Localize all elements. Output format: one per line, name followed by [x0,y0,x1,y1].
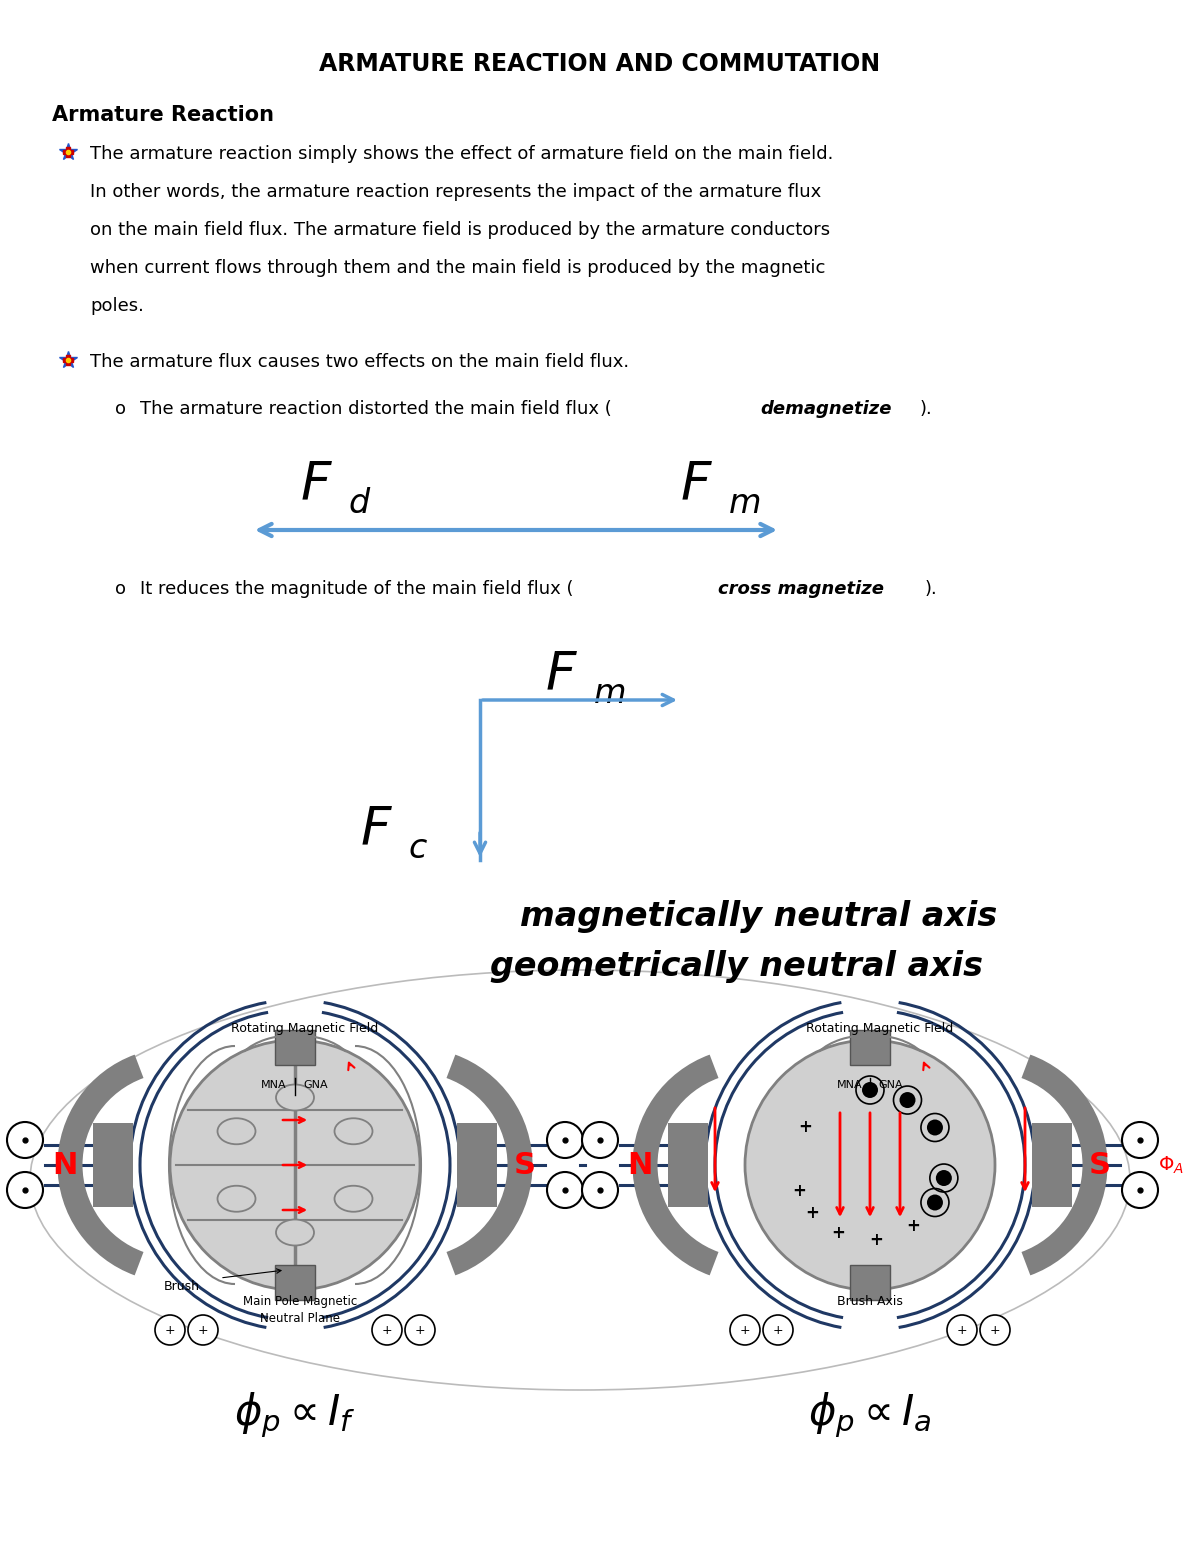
Circle shape [1122,1173,1158,1208]
Text: o: o [115,401,126,418]
Ellipse shape [276,1219,314,1246]
Circle shape [926,1120,943,1135]
Text: $\Phi_A$: $\Phi_A$ [1158,1154,1183,1176]
Circle shape [763,1315,793,1345]
Text: +: + [990,1323,1001,1337]
Text: N: N [53,1151,78,1179]
Circle shape [745,1041,995,1291]
Circle shape [547,1121,583,1159]
Circle shape [170,1041,420,1291]
FancyBboxPatch shape [457,1123,497,1207]
Circle shape [1122,1121,1158,1159]
Text: $\mathbf{\mathit{c}}$: $\mathbf{\mathit{c}}$ [408,832,428,865]
Text: ARMATURE REACTION AND COMMUTATION: ARMATURE REACTION AND COMMUTATION [319,51,881,76]
Text: S: S [1090,1151,1111,1179]
Text: +: + [832,1224,845,1242]
Text: +: + [198,1323,209,1337]
Text: ).: ). [920,401,932,418]
Text: +: + [415,1323,425,1337]
Text: +: + [773,1323,784,1337]
Text: The armature flux causes two effects on the main field flux.: The armature flux causes two effects on … [90,353,629,371]
Text: $\mathbf{\mathit{d}}$: $\mathbf{\mathit{d}}$ [348,488,371,520]
Text: +: + [798,1118,812,1137]
Text: Rotating Magnetic Field: Rotating Magnetic Field [806,1022,954,1034]
FancyBboxPatch shape [850,1030,890,1065]
Text: MNA: MNA [836,1079,862,1090]
Circle shape [936,1169,952,1186]
Circle shape [188,1315,218,1345]
Text: magnetically neutral axis: magnetically neutral axis [520,901,997,933]
Ellipse shape [335,1118,372,1145]
Circle shape [7,1173,43,1208]
Text: poles.: poles. [90,297,144,315]
Circle shape [582,1121,618,1159]
Text: o: o [115,579,126,598]
Ellipse shape [276,1084,314,1110]
FancyBboxPatch shape [275,1266,314,1300]
Text: $\phi_p \propto I_a$: $\phi_p \propto I_a$ [809,1390,931,1440]
Text: In other words, the armature reaction represents the impact of the armature flux: In other words, the armature reaction re… [90,183,821,200]
Circle shape [730,1315,760,1345]
Text: Brush Axis: Brush Axis [838,1295,902,1308]
Text: +: + [956,1323,967,1337]
Circle shape [980,1315,1010,1345]
Text: Armature Reaction: Armature Reaction [52,106,274,124]
Circle shape [406,1315,436,1345]
Text: The armature reaction simply shows the effect of armature field on the main fiel: The armature reaction simply shows the e… [90,144,833,163]
Ellipse shape [30,971,1130,1390]
Text: Brush: Brush [164,1280,200,1294]
Circle shape [547,1173,583,1208]
Ellipse shape [217,1186,256,1211]
Text: $\phi_p \propto I_f$: $\phi_p \propto I_f$ [234,1390,355,1440]
Text: $\mathbf{\mathit{m}}$: $\mathbf{\mathit{m}}$ [593,679,625,710]
Text: GNA: GNA [878,1079,902,1090]
Text: +: + [805,1204,820,1222]
Ellipse shape [217,1118,256,1145]
Text: +: + [164,1323,175,1337]
Text: MNA: MNA [262,1079,287,1090]
Text: +: + [382,1323,392,1337]
Text: GNA: GNA [302,1079,328,1090]
Circle shape [372,1315,402,1345]
Circle shape [582,1173,618,1208]
FancyBboxPatch shape [275,1030,314,1065]
Text: $\mathbf{\mathit{F}}$: $\mathbf{\mathit{F}}$ [545,651,578,700]
Text: Rotating Magnetic Field: Rotating Magnetic Field [232,1022,379,1034]
Text: $\mathbf{\mathit{F}}$: $\mathbf{\mathit{F}}$ [300,460,332,511]
Circle shape [900,1092,916,1107]
Text: +: + [739,1323,750,1337]
Text: It reduces the magnitude of the main field flux (: It reduces the magnitude of the main fie… [140,579,574,598]
Text: +: + [792,1182,806,1199]
FancyBboxPatch shape [850,1266,890,1300]
Text: $\mathbf{\mathit{F}}$: $\mathbf{\mathit{F}}$ [360,804,392,856]
Text: $\mathbf{\mathit{F}}$: $\mathbf{\mathit{F}}$ [680,460,713,511]
Text: on the main field flux. The armature field is produced by the armature conductor: on the main field flux. The armature fie… [90,221,830,239]
FancyBboxPatch shape [1032,1123,1072,1207]
FancyBboxPatch shape [94,1123,133,1207]
Text: The armature reaction distorted the main field flux (: The armature reaction distorted the main… [140,401,612,418]
Circle shape [947,1315,977,1345]
Text: when current flows through them and the main field is produced by the magnetic: when current flows through them and the … [90,259,826,276]
Text: +: + [906,1218,920,1236]
Text: geometrically neutral axis: geometrically neutral axis [490,950,983,983]
Circle shape [862,1082,878,1098]
Text: N: N [628,1151,653,1179]
Text: ).: ). [925,579,937,598]
Ellipse shape [335,1186,372,1211]
Text: demagnetize: demagnetize [760,401,892,418]
Text: cross magnetize: cross magnetize [718,579,884,598]
FancyBboxPatch shape [668,1123,708,1207]
Text: Main Pole Magnetic
Neutral Plane: Main Pole Magnetic Neutral Plane [242,1295,358,1325]
Text: $\mathbf{\mathit{m}}$: $\mathbf{\mathit{m}}$ [728,488,761,520]
Circle shape [926,1194,943,1210]
Text: +: + [870,1230,883,1249]
Circle shape [7,1121,43,1159]
Text: S: S [514,1151,536,1179]
Circle shape [155,1315,185,1345]
